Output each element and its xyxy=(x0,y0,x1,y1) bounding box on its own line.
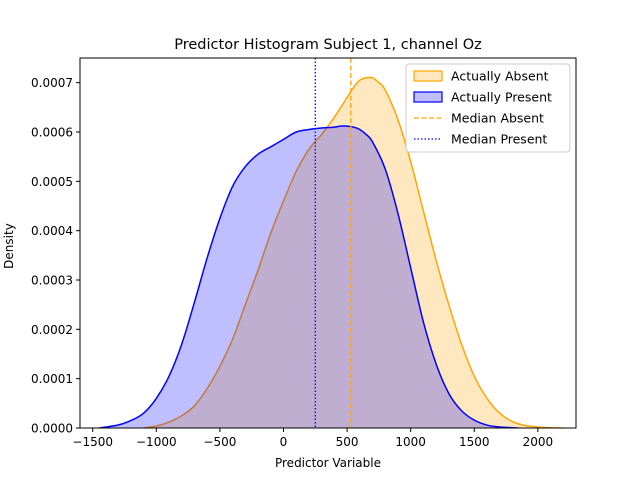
x-tick-label: −500 xyxy=(203,435,236,449)
legend-swatch xyxy=(413,91,443,103)
y-tick-label: 0.0003 xyxy=(31,274,73,288)
y-tick-label: 0.0004 xyxy=(31,224,73,238)
axes: −1500 −1000 −500 0 500 1000 1500 2000 0.0000 0.00… xyxy=(31,57,577,449)
legend: Actually Absent Actually Present Median Ab… xyxy=(405,63,571,153)
y-tick-label: 0.0000 xyxy=(31,422,73,436)
legend-label: Actually Absent xyxy=(451,69,549,84)
x-tick-label: 500 xyxy=(336,435,359,449)
legend-label: Actually Present xyxy=(451,90,552,105)
x-tick-label: 2000 xyxy=(523,435,554,449)
x-tick-label: 0 xyxy=(280,435,288,449)
density-area-absent xyxy=(143,77,564,428)
density-area-present xyxy=(99,125,519,428)
x-tick-label: −1500 xyxy=(72,435,113,449)
legend-swatch xyxy=(413,70,443,82)
plot-frame xyxy=(79,57,577,429)
chart-title: Predictor Histogram Subject 1, channel O… xyxy=(174,37,481,53)
y-axis-label: Density xyxy=(2,223,16,269)
legend-box xyxy=(405,63,571,153)
x-tick-label: 1000 xyxy=(395,435,426,449)
density-line-absent xyxy=(143,76,564,428)
density-line-present xyxy=(98,125,519,428)
y-tick-label: 0.0001 xyxy=(31,372,73,386)
legend-label: Median Absent xyxy=(451,111,544,126)
x-tick-label: 1500 xyxy=(459,435,490,449)
legend-label: Median Present xyxy=(451,132,547,147)
y-tick-label: 0.0002 xyxy=(31,323,73,337)
x-tick-label: −1000 xyxy=(136,435,177,449)
y-tick-label: 0.0005 xyxy=(31,175,73,189)
x-axis-label: Predictor Variable xyxy=(275,456,381,470)
y-tick-label: 0.0006 xyxy=(31,126,73,140)
y-tick-label: 0.0007 xyxy=(31,76,73,90)
